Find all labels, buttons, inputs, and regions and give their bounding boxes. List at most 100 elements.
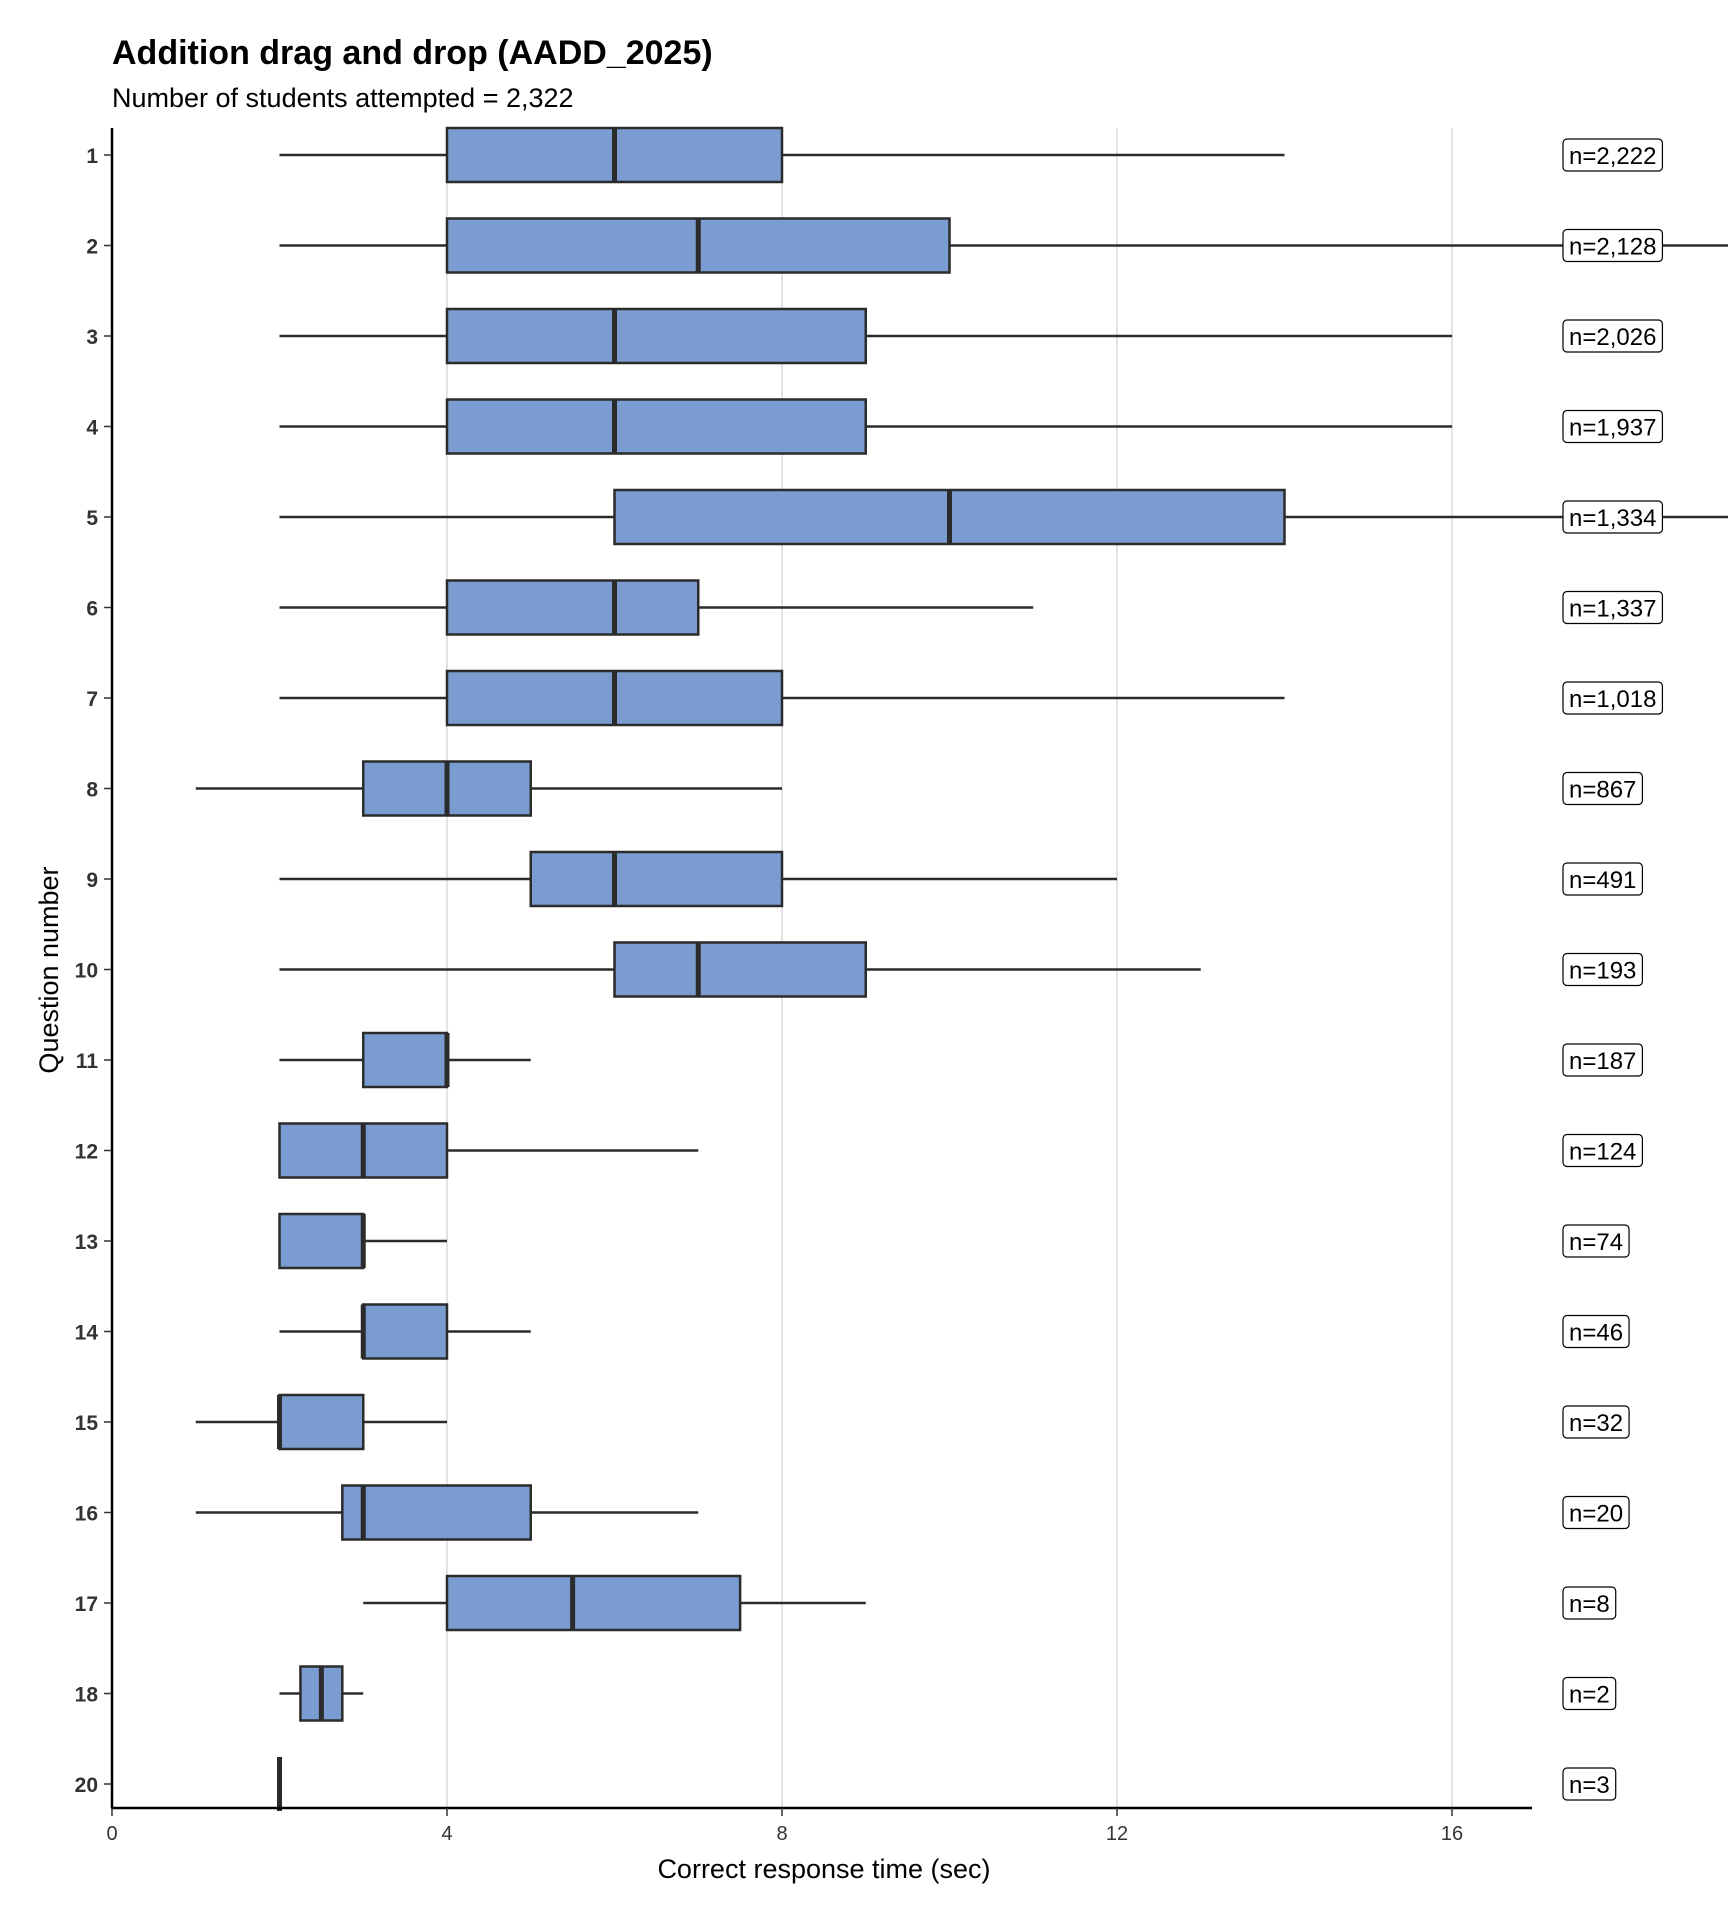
iqr-box-q9 [529, 850, 784, 908]
n-label-group-q13: n=74 [1562, 1224, 1630, 1258]
n-label-box-q9 [1562, 862, 1644, 896]
n-label-q20: n=3 [1569, 1772, 1610, 1799]
y-tick-label-q6: 6 [86, 598, 98, 621]
n-label-box-q3 [1562, 319, 1664, 353]
n-label-box-q12 [1562, 1133, 1644, 1168]
box-q13 [278, 1212, 447, 1270]
n-label-box-q4 [1562, 409, 1664, 444]
n-label-q5: n=1,334 [1569, 505, 1656, 532]
n-label-group-q8: n=867 [1562, 771, 1644, 806]
box-q9 [279, 850, 1117, 908]
box-q12 [278, 1122, 699, 1179]
box-q11 [279, 1031, 531, 1089]
n-label-group-q16: n=20 [1562, 1495, 1630, 1530]
n-label-q6: n=1,337 [1569, 596, 1656, 623]
n-label-q18: n=2 [1569, 1682, 1610, 1709]
n-label-q8: n=867 [1569, 777, 1636, 804]
y-axis-title: Question number [34, 866, 64, 1073]
iqr-box-q11 [362, 1031, 449, 1089]
box-q15 [195, 1393, 447, 1451]
x-tick-label-8: 8 [776, 1823, 787, 1845]
box-q16 [195, 1484, 699, 1541]
n-label-q7: n=1,018 [1569, 686, 1656, 713]
y-tick-label-q18: 18 [75, 1684, 99, 1707]
chart-title: Addition drag and drop (AADD_2025) [112, 34, 713, 72]
y-tick-label-q9: 9 [86, 869, 98, 892]
box-q7 [279, 669, 1285, 727]
n-label-group-q4: n=1,937 [1562, 409, 1664, 444]
x-tick-label-16: 16 [1441, 1823, 1463, 1845]
y-tick-label-q5: 5 [86, 507, 98, 530]
iqr-box-q14 [362, 1303, 449, 1360]
n-label-box-q18 [1562, 1676, 1617, 1711]
n-label-q9: n=491 [1569, 867, 1636, 894]
n-label-q15: n=32 [1569, 1410, 1623, 1437]
n-label-box-q17 [1562, 1586, 1617, 1620]
box-q1 [279, 126, 1285, 184]
n-label-q1: n=2,222 [1569, 143, 1656, 170]
n-label-box-q11 [1562, 1043, 1644, 1077]
iqr-box-q6 [445, 579, 700, 636]
n-label-q10: n=193 [1569, 958, 1636, 985]
n-label-group-q15: n=32 [1562, 1405, 1630, 1439]
iqr-box-q10 [613, 941, 867, 998]
n-label-group-q18: n=2 [1562, 1676, 1617, 1711]
n-label-box-q6 [1562, 590, 1664, 625]
n-label-box-q1 [1562, 138, 1664, 172]
chart-subtitle: Number of students attempted = 2,322 [112, 83, 574, 113]
n-label-q11: n=187 [1569, 1048, 1636, 1075]
box-q4 [279, 398, 1452, 455]
box-q3 [279, 307, 1452, 365]
n-label-group-q9: n=491 [1562, 862, 1644, 896]
box-q14 [279, 1303, 531, 1360]
y-tick-label-q11: 11 [76, 1050, 99, 1073]
x-axis-title: Correct response time (sec) [657, 1854, 990, 1884]
n-label-box-q16 [1562, 1495, 1630, 1530]
y-tick-label-q1: 1 [86, 145, 98, 168]
n-label-group-q14: n=46 [1562, 1314, 1630, 1349]
n-label-q3: n=2,026 [1569, 324, 1656, 351]
y-tick-label-q8: 8 [86, 779, 98, 802]
iqr-box-q3 [445, 307, 867, 365]
n-label-group-q12: n=124 [1562, 1133, 1644, 1168]
axes [110, 128, 1532, 1810]
n-label-box-q2 [1562, 228, 1664, 263]
n-label-box-q5 [1562, 500, 1664, 534]
n-label-group-q3: n=2,026 [1562, 319, 1664, 353]
n-label-box-q8 [1562, 771, 1644, 806]
n-label-q14: n=46 [1569, 1320, 1623, 1347]
iqr-box-q4 [445, 398, 867, 455]
n-label-q13: n=74 [1569, 1229, 1623, 1256]
boxes-group [195, 126, 1728, 1811]
n-label-box-q7 [1562, 681, 1664, 715]
box-q18 [279, 1665, 364, 1722]
n-label-group-q17: n=8 [1562, 1586, 1617, 1620]
n-label-group-q10: n=193 [1562, 952, 1644, 987]
y-tick-label-q3: 3 [86, 326, 98, 349]
box-q5 [279, 488, 1728, 546]
y-tick-label-q20: 20 [75, 1774, 98, 1797]
y-tick-label-q2: 2 [86, 236, 98, 259]
y-tick-label-q4: 4 [86, 417, 98, 440]
n-label-group-q11: n=187 [1562, 1043, 1644, 1077]
y-tick-label-q12: 12 [75, 1141, 98, 1164]
n-label-q12: n=124 [1569, 1139, 1636, 1166]
n-label-q2: n=2,128 [1569, 234, 1656, 261]
y-tick-label-q16: 16 [75, 1503, 98, 1526]
y-tick-label-q7: 7 [86, 688, 98, 711]
box-q8 [195, 760, 782, 817]
n-label-box-q14 [1562, 1314, 1630, 1349]
box-q2 [279, 217, 1728, 274]
n-label-group-q20: n=3 [1562, 1767, 1617, 1801]
iqr-box-q16 [341, 1484, 532, 1541]
y-tick-label-q13: 13 [75, 1231, 98, 1254]
n-label-group-q1: n=2,222 [1562, 138, 1664, 172]
n-label-box-q13 [1562, 1224, 1630, 1258]
box-q10 [279, 941, 1201, 998]
n-label-q16: n=20 [1569, 1501, 1623, 1528]
x-tick-labels: 0 4 8 12 16 [106, 1808, 1463, 1845]
n-label-box-q10 [1562, 952, 1644, 987]
iqr-box-q17 [445, 1574, 742, 1632]
n-labels: n=2,222 n=2,128 n=2,026 n=1,937 n=1,334 n=1,3… [1562, 138, 1664, 1801]
y-tick-label-q10: 10 [75, 960, 98, 983]
